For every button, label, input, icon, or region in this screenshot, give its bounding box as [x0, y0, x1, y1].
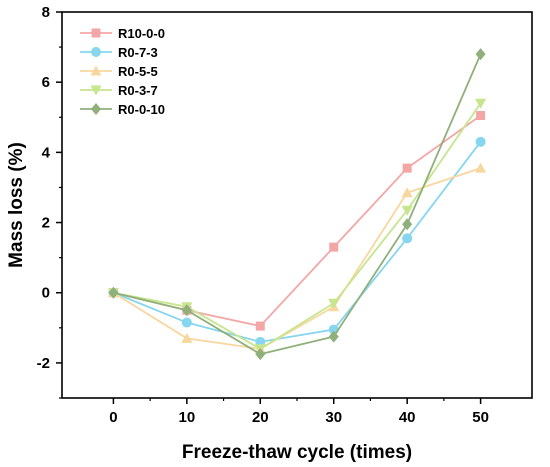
- legend-label: R0-7-3: [118, 45, 158, 60]
- data-point: [255, 348, 266, 361]
- series-R10-0-0: [108, 111, 486, 331]
- y-tick-label: 4: [42, 144, 51, 161]
- data-point: [108, 286, 119, 299]
- x-tick-label: 0: [109, 409, 117, 426]
- series-R0-5-5: [107, 162, 487, 354]
- series-line: [113, 114, 482, 328]
- data-point: [329, 242, 339, 252]
- y-tick-label: 6: [42, 74, 50, 91]
- legend-marker: [91, 47, 101, 57]
- legend-label: R10-0-0: [118, 26, 165, 41]
- data-point: [475, 48, 486, 61]
- data-point: [402, 233, 413, 244]
- data-point: [402, 163, 412, 173]
- data-point: [328, 330, 339, 343]
- legend-marker: [90, 85, 102, 96]
- legend-label: R0-3-7: [118, 83, 158, 98]
- data-point: [475, 136, 486, 147]
- legend-label: R0-0-10: [118, 102, 165, 117]
- series-R0-3-7: [107, 98, 487, 355]
- legend-marker: [91, 28, 101, 38]
- legend-item: R0-3-7: [80, 83, 158, 98]
- series-R0-7-3: [108, 136, 486, 347]
- data-point: [181, 317, 192, 328]
- series-line: [113, 141, 482, 343]
- data-point: [181, 332, 193, 343]
- data-point: [475, 98, 487, 109]
- data-point: [255, 336, 266, 347]
- legend: R10-0-0 R0-7-3 R0-5-5 R0-3-7 R0-0-10: [80, 26, 165, 117]
- axes: 0 10 20 30 40 50 -2 0 2 4 6 8: [37, 4, 489, 426]
- legend-marker: [91, 103, 101, 115]
- series-R0-0-10: [108, 48, 486, 361]
- x-tick-label: 50: [472, 409, 489, 426]
- series-line: [112, 167, 481, 350]
- y-tick-label: -2: [37, 355, 50, 372]
- x-tick-label: 10: [179, 409, 196, 426]
- y-axis-title: Mass loss (%): [6, 142, 27, 268]
- x-tick-label: 30: [325, 409, 342, 426]
- y-tick-label: 8: [42, 4, 50, 21]
- legend-item: R0-0-10: [80, 102, 165, 117]
- x-tick-label: 20: [252, 409, 269, 426]
- legend-marker: [90, 65, 102, 76]
- legend-item: R10-0-0: [80, 26, 165, 41]
- data-point: [475, 162, 487, 173]
- data-point: [181, 304, 192, 317]
- y-tick-label: 2: [42, 215, 50, 232]
- legend-item: R0-7-3: [80, 45, 158, 60]
- series-line: [113, 102, 482, 350]
- legend-label: R0-5-5: [118, 64, 158, 79]
- series-layer: [107, 48, 487, 361]
- data-point: [401, 205, 413, 216]
- y-tick-label: 0: [42, 285, 50, 302]
- x-tick-label: 40: [399, 409, 416, 426]
- data-point: [255, 321, 265, 331]
- data-point: [402, 218, 413, 231]
- x-axis-title: Freeze-thaw cycle (times): [182, 442, 412, 463]
- data-point: [401, 187, 413, 198]
- legend-item: R0-5-5: [80, 64, 158, 79]
- series-line: [113, 53, 482, 356]
- data-point: [328, 298, 340, 309]
- data-point: [476, 111, 486, 121]
